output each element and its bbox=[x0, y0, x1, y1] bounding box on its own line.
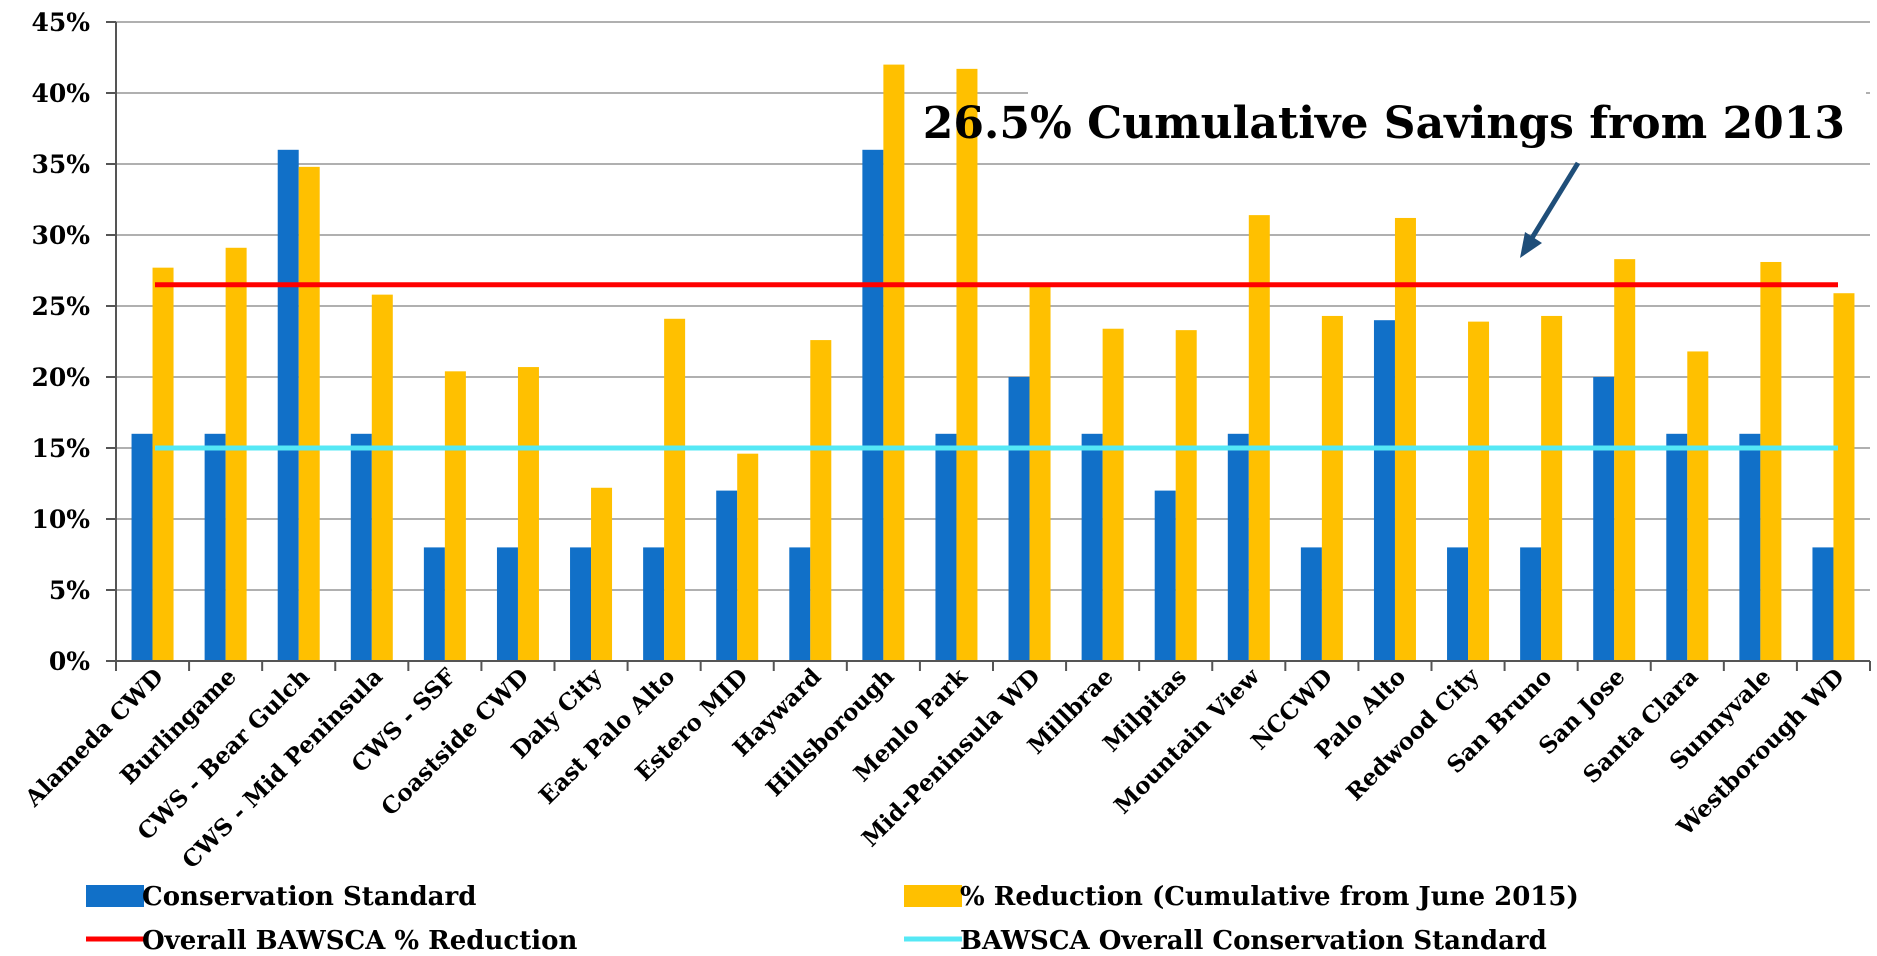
bar-conservation-standard bbox=[1666, 433, 1688, 661]
y-tick-label: 40% bbox=[31, 79, 90, 108]
bar-percent-reduction bbox=[1614, 259, 1636, 661]
bar-conservation-standard bbox=[496, 547, 518, 661]
bar-percent-reduction bbox=[1833, 293, 1855, 661]
bar-percent-reduction bbox=[664, 318, 686, 661]
x-category-label: Redwood City bbox=[1341, 663, 1485, 807]
bar-percent-reduction bbox=[1394, 217, 1416, 661]
bar-conservation-standard bbox=[1447, 547, 1469, 661]
bar-conservation-standard bbox=[204, 433, 226, 661]
bar-percent-reduction bbox=[1029, 284, 1051, 661]
bar-conservation-standard bbox=[643, 547, 665, 661]
bar-conservation-standard bbox=[1081, 433, 1103, 661]
legend: Conservation Standard % Reduction (Cumula… bbox=[86, 882, 1579, 956]
bar-percent-reduction bbox=[225, 247, 247, 661]
bar-percent-reduction bbox=[810, 340, 832, 661]
y-tick-label: 20% bbox=[31, 363, 90, 392]
bar-conservation-standard bbox=[277, 149, 299, 662]
legend-conservation-standard-line-label: BAWSCA Overall Conservation Standard bbox=[960, 926, 1547, 956]
bar-conservation-standard bbox=[789, 547, 811, 661]
y-tick-label: 45% bbox=[31, 8, 90, 37]
bar-percent-reduction bbox=[956, 68, 978, 662]
bars bbox=[131, 64, 1855, 662]
bar-percent-reduction bbox=[591, 487, 613, 661]
y-tick-label: 35% bbox=[31, 150, 90, 179]
bar-percent-reduction bbox=[1541, 315, 1563, 661]
axes bbox=[115, 22, 1871, 671]
bar-conservation-standard bbox=[1739, 433, 1761, 661]
y-tick-label: 5% bbox=[49, 576, 90, 605]
bar-conservation-standard bbox=[1154, 490, 1176, 661]
y-tick-label: 25% bbox=[31, 292, 90, 321]
bar-percent-reduction bbox=[1468, 321, 1490, 661]
y-axis-ticks: 0% 5% 10% 15% 20% 25% 30% 35% 40% 45% bbox=[31, 8, 116, 676]
bar-percent-reduction bbox=[1102, 328, 1124, 661]
bar-percent-reduction bbox=[444, 371, 466, 661]
bar-conservation-standard bbox=[350, 433, 372, 661]
bar-percent-reduction bbox=[1687, 351, 1709, 661]
bar-percent-reduction bbox=[152, 267, 174, 661]
y-tick-label: 0% bbox=[49, 647, 90, 676]
bar-conservation-standard bbox=[862, 149, 884, 662]
bar-conservation-standard bbox=[1008, 377, 1030, 661]
x-category-label: Alameda CWD bbox=[19, 663, 169, 813]
legend-overall-reduction-label: Overall BAWSCA % Reduction bbox=[142, 926, 577, 956]
bar-percent-reduction bbox=[371, 294, 393, 661]
bar-conservation-standard bbox=[935, 433, 957, 661]
bar-percent-reduction bbox=[737, 453, 759, 661]
bar-percent-reduction bbox=[1760, 261, 1782, 661]
bar-conservation-standard bbox=[423, 547, 445, 661]
legend-conservation-standard-label: Conservation Standard bbox=[142, 882, 476, 912]
annotation-arrow bbox=[1520, 161, 1581, 258]
x-category-label: Hillsborough bbox=[761, 663, 900, 802]
legend-conservation-standard-swatch bbox=[86, 885, 144, 907]
bar-percent-reduction bbox=[1321, 315, 1343, 661]
bar-conservation-standard bbox=[1227, 433, 1249, 661]
legend-percent-reduction-swatch bbox=[904, 885, 962, 907]
y-tick-label: 15% bbox=[31, 434, 90, 463]
annotation-text: 26.5% Cumulative Savings from 2013 bbox=[923, 98, 1845, 149]
bar-conservation-standard bbox=[1593, 377, 1615, 661]
bar-conservation-standard bbox=[716, 490, 738, 661]
bar-conservation-standard bbox=[1520, 547, 1542, 661]
bar-conservation-standard bbox=[570, 547, 592, 661]
y-tick-label: 30% bbox=[31, 221, 90, 250]
bar-percent-reduction bbox=[1175, 330, 1197, 661]
legend-percent-reduction-label: % Reduction (Cumulative from June 2015) bbox=[960, 882, 1579, 912]
bar-percent-reduction bbox=[298, 166, 320, 661]
bar-conservation-standard bbox=[1300, 547, 1322, 661]
bar-percent-reduction bbox=[883, 64, 905, 662]
x-category-label: East Palo Alto bbox=[534, 663, 681, 810]
bar-conservation-standard bbox=[1812, 547, 1834, 661]
bar-percent-reduction bbox=[517, 367, 539, 661]
bar-percent-reduction bbox=[1248, 215, 1270, 661]
y-tick-label: 10% bbox=[31, 505, 90, 534]
reference-lines bbox=[155, 282, 1838, 451]
bar-conservation-standard bbox=[1373, 320, 1395, 661]
annotation-backdrop bbox=[1028, 90, 1866, 160]
bar-conservation-standard bbox=[131, 433, 153, 661]
